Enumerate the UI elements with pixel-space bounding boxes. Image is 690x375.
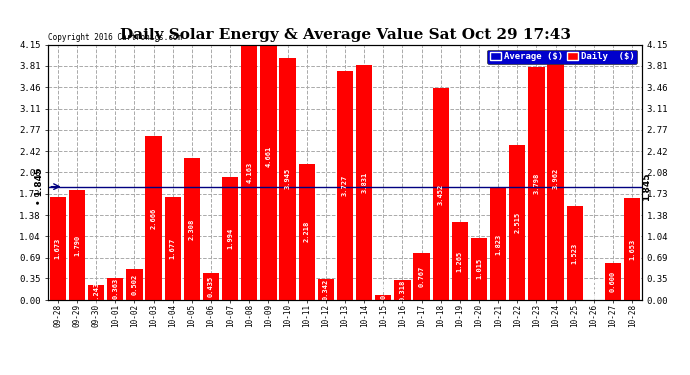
Legend: Average ($), Daily  ($): Average ($), Daily ($): [487, 50, 637, 64]
Bar: [50, 197, 66, 300]
Bar: [547, 57, 564, 300]
Text: 0.767: 0.767: [419, 266, 424, 287]
Bar: [356, 64, 373, 300]
Bar: [471, 238, 487, 300]
Bar: [375, 295, 391, 300]
Text: Copyright 2016 Cartronics.com: Copyright 2016 Cartronics.com: [48, 33, 182, 42]
Text: 1.845: 1.845: [642, 172, 651, 201]
Text: 0.342: 0.342: [323, 279, 329, 300]
Bar: [279, 58, 296, 300]
Bar: [69, 190, 85, 300]
Text: 0.085: 0.085: [380, 278, 386, 299]
Text: 1.823: 1.823: [495, 233, 501, 255]
Bar: [566, 206, 583, 300]
Text: 3.831: 3.831: [361, 172, 367, 193]
Bar: [433, 88, 449, 300]
Bar: [107, 278, 124, 300]
Text: 0.363: 0.363: [112, 278, 118, 300]
Bar: [165, 197, 181, 300]
Bar: [88, 285, 104, 300]
Bar: [605, 263, 621, 300]
Text: 1.790: 1.790: [74, 234, 80, 256]
Text: 1.523: 1.523: [572, 243, 578, 264]
Bar: [529, 67, 544, 300]
Text: 4.163: 4.163: [246, 162, 253, 183]
Text: 0.600: 0.600: [610, 271, 616, 292]
Bar: [624, 198, 640, 300]
Text: 0.435: 0.435: [208, 276, 214, 297]
Text: 2.308: 2.308: [189, 219, 195, 240]
Text: 3.798: 3.798: [533, 173, 540, 194]
Bar: [413, 253, 430, 300]
Bar: [337, 71, 353, 300]
Text: 1.265: 1.265: [457, 251, 463, 272]
Text: 3.962: 3.962: [553, 168, 559, 189]
Text: 0.318: 0.318: [400, 280, 406, 301]
Bar: [203, 273, 219, 300]
Text: 0.000: 0.000: [591, 278, 597, 299]
Bar: [241, 44, 257, 300]
Bar: [490, 188, 506, 300]
Text: 1.015: 1.015: [476, 258, 482, 279]
Text: 1.673: 1.673: [55, 238, 61, 259]
Bar: [299, 164, 315, 300]
Text: 3.945: 3.945: [284, 168, 290, 189]
Bar: [509, 146, 525, 300]
Text: • 1.845: • 1.845: [35, 168, 44, 205]
Text: 3.727: 3.727: [342, 175, 348, 196]
Text: 4.661: 4.661: [266, 146, 271, 167]
Text: 2.515: 2.515: [514, 212, 520, 233]
Bar: [146, 136, 161, 300]
Text: 2.218: 2.218: [304, 221, 310, 243]
Title: Daily Solar Energy & Average Value Sat Oct 29 17:43: Daily Solar Energy & Average Value Sat O…: [119, 28, 571, 42]
Bar: [126, 269, 143, 300]
Text: 2.666: 2.666: [150, 207, 157, 229]
Bar: [317, 279, 334, 300]
Text: 1.677: 1.677: [170, 238, 176, 259]
Bar: [260, 13, 277, 300]
Text: 3.452: 3.452: [437, 183, 444, 205]
Bar: [222, 177, 238, 300]
Text: 0.243: 0.243: [93, 282, 99, 303]
Bar: [184, 158, 200, 300]
Bar: [452, 222, 468, 300]
Text: 1.653: 1.653: [629, 238, 635, 260]
Text: 1.994: 1.994: [227, 228, 233, 249]
Text: 0.502: 0.502: [131, 274, 137, 295]
Bar: [394, 280, 411, 300]
